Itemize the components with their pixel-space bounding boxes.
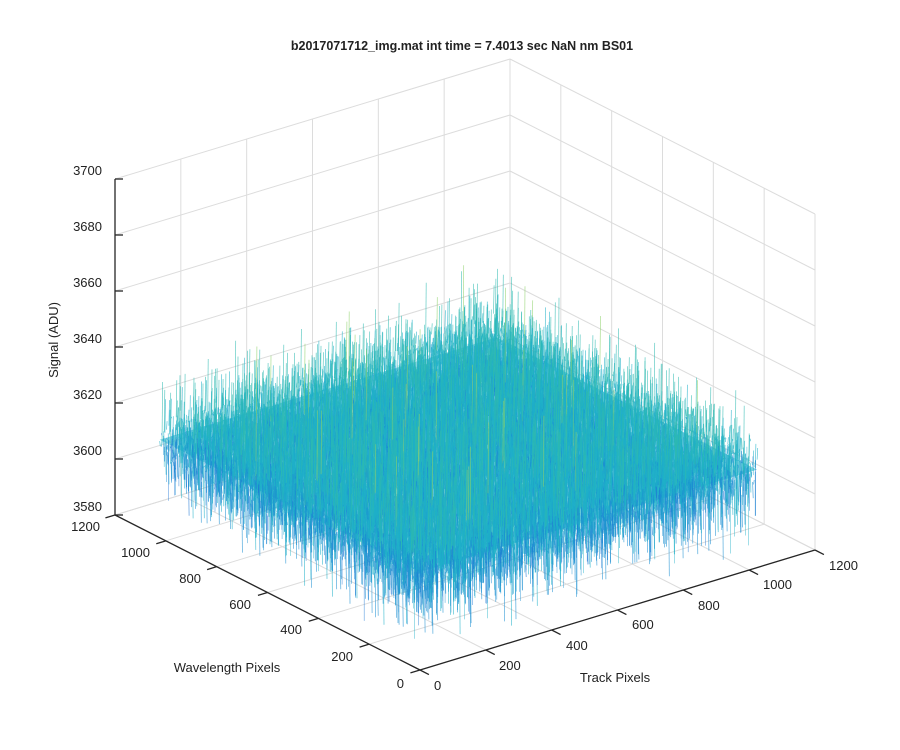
surface-spike xyxy=(500,343,502,346)
surface-spike xyxy=(599,315,601,369)
surface-spike xyxy=(431,323,433,335)
surface-spike xyxy=(473,289,475,320)
surface-spike xyxy=(502,310,504,336)
surface-spike xyxy=(259,385,261,395)
surface-spike xyxy=(488,310,490,334)
surface-spike xyxy=(398,302,400,355)
gridline xyxy=(114,58,511,180)
surface-spike xyxy=(396,342,399,352)
surface-spike xyxy=(497,294,499,342)
surface-spike xyxy=(329,359,331,387)
surface-spike xyxy=(481,313,484,323)
gridline xyxy=(509,114,816,271)
surface-spike xyxy=(487,414,490,416)
surface-spike xyxy=(619,358,621,382)
surface-spike xyxy=(322,352,324,378)
surface-spike xyxy=(510,276,513,340)
surface-spike xyxy=(484,387,486,389)
surface-spike xyxy=(450,314,453,343)
surface-spike xyxy=(519,327,521,334)
surface-spike xyxy=(629,369,631,385)
surface-spike xyxy=(473,304,476,325)
surface-spike xyxy=(415,331,417,344)
gridline xyxy=(114,114,511,236)
chart-title: b2017071712_img.mat int time = 7.4013 se… xyxy=(291,39,633,53)
surface-spike xyxy=(505,310,508,352)
surface-spike xyxy=(620,375,623,389)
surface-spike xyxy=(300,328,302,386)
surface-spike xyxy=(479,302,481,339)
surface-spike xyxy=(394,325,396,367)
surface-spike xyxy=(296,363,298,404)
surface-spike xyxy=(381,343,383,377)
gridline xyxy=(114,170,511,292)
surface-spike xyxy=(341,331,343,362)
surface-spike xyxy=(493,333,496,341)
surface-spike xyxy=(506,332,508,334)
gridline xyxy=(509,282,816,439)
surface-spike xyxy=(518,333,520,356)
gridline xyxy=(509,170,816,327)
gridline xyxy=(114,282,511,404)
surface-spike xyxy=(498,307,501,338)
surface-spike xyxy=(415,348,418,351)
surface-spike xyxy=(542,326,545,361)
surface-spike xyxy=(499,327,502,332)
gridline xyxy=(509,226,816,383)
surface-spike xyxy=(467,318,469,337)
surface-spike xyxy=(493,285,495,314)
surface-spike xyxy=(474,297,476,326)
surface-spike xyxy=(614,383,616,392)
surface-spike xyxy=(611,386,613,388)
gridline xyxy=(369,523,765,645)
surface-spike xyxy=(510,331,512,350)
surface-spike xyxy=(435,319,438,365)
surface-spike xyxy=(462,265,465,332)
surface-spike xyxy=(488,337,490,345)
gridline xyxy=(114,226,511,348)
surface-spike xyxy=(395,320,397,352)
surface-mesh xyxy=(159,265,759,639)
surface-spike xyxy=(501,308,503,342)
surface-spike xyxy=(612,374,614,377)
surface-spike xyxy=(460,271,462,341)
gridline xyxy=(509,58,816,215)
surface-spike xyxy=(472,283,474,350)
surface-spike xyxy=(493,314,495,333)
